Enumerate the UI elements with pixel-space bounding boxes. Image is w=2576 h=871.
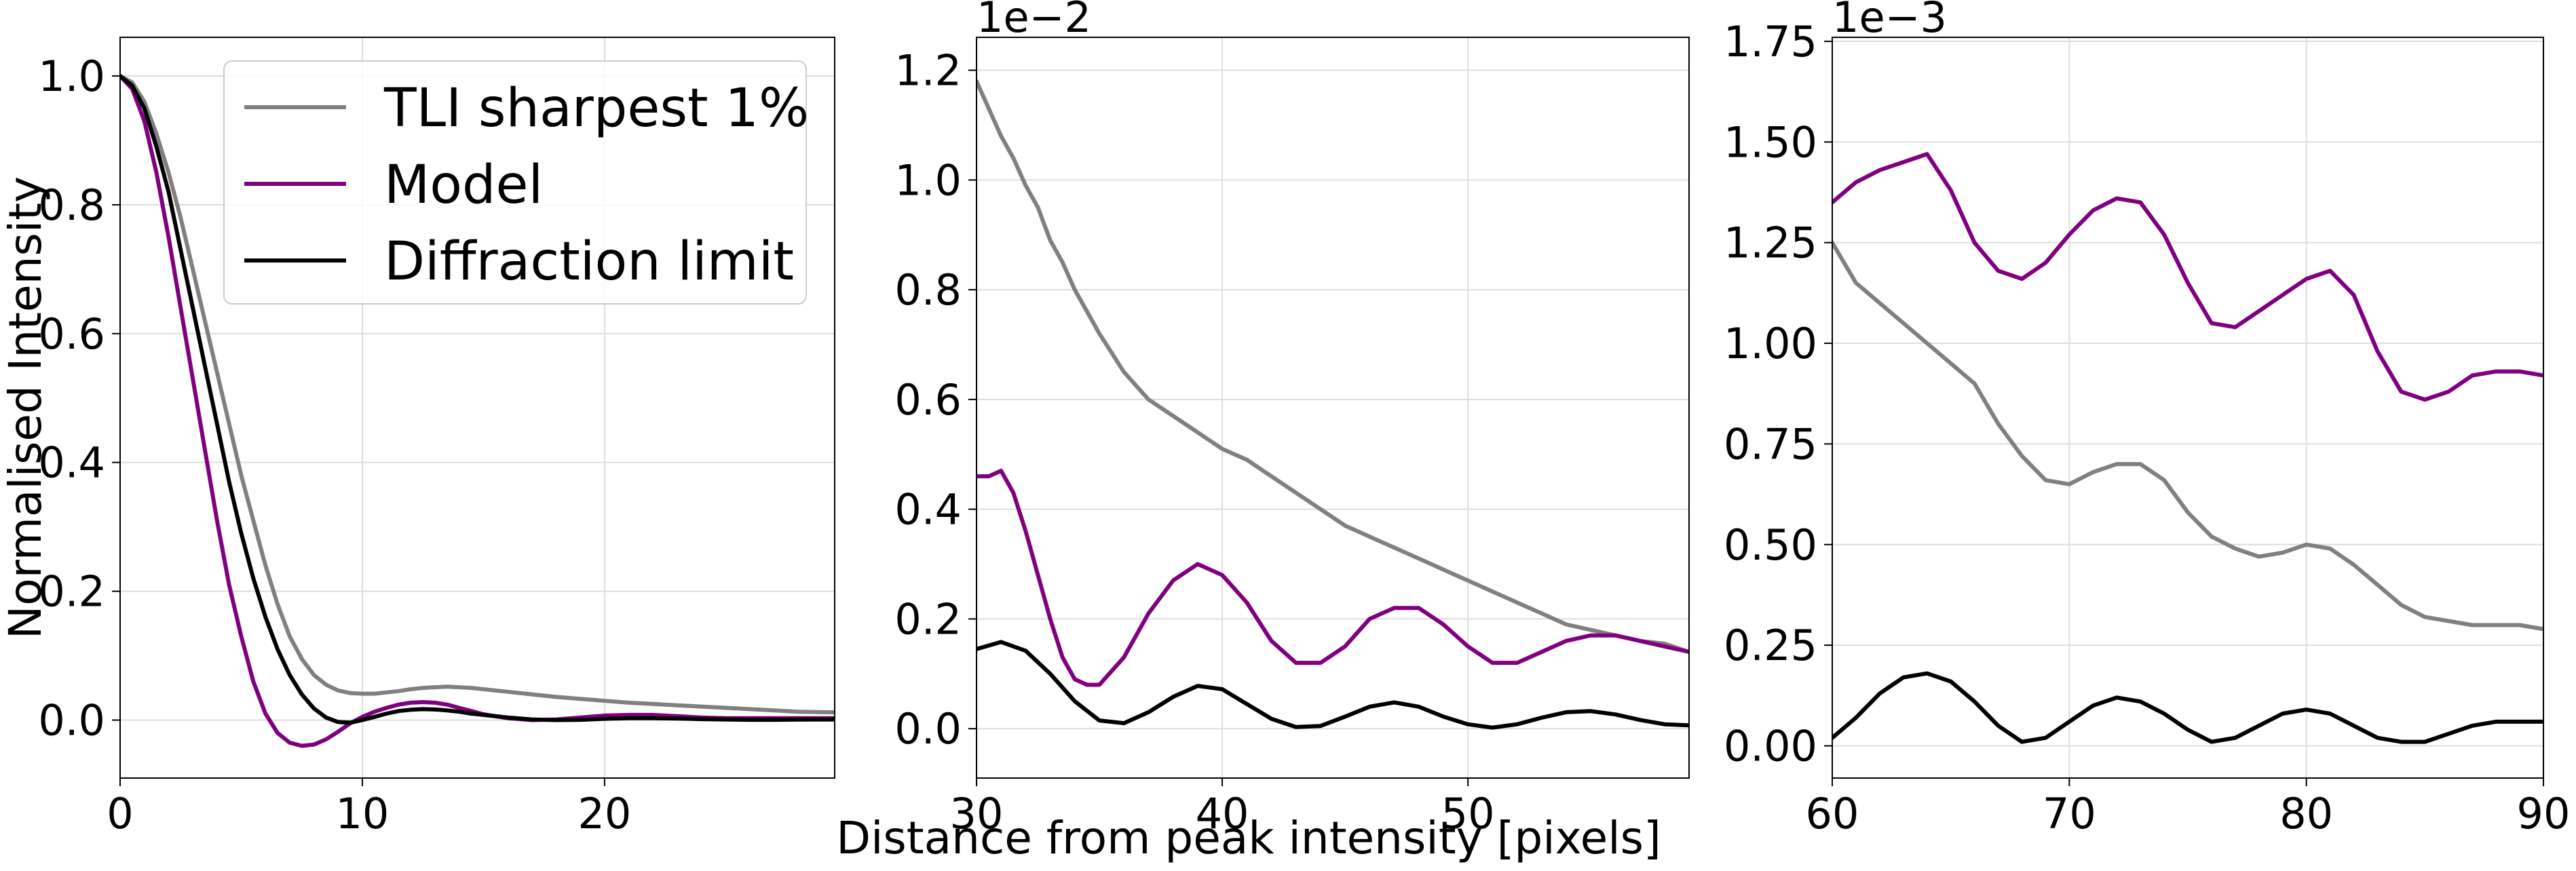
axis-offset-text: 1e−3 (1832, 0, 1947, 42)
series-line-model (977, 469, 1689, 687)
legend-entry-label: Model (384, 155, 543, 216)
y-tick-label: 1.25 (1724, 218, 1817, 268)
y-axis-label: Normalised Intensity (0, 176, 52, 639)
series-line-diffraction-limit (977, 640, 1689, 730)
x-tick-label: 50 (1441, 789, 1495, 838)
x-tick-label: 70 (2043, 789, 2096, 838)
legend-entry-label: Diffraction limit (384, 231, 794, 292)
y-tick-label: 0.75 (1724, 419, 1817, 469)
y-tick-label: 0.6 (38, 309, 105, 359)
x-tick-label: 60 (1806, 789, 1859, 838)
series-line-tli-sharpest-1 (120, 74, 835, 715)
x-tick-label: 90 (2517, 789, 2571, 838)
panel-overview: 0 10 20 0.0 0.2 0.4 0.6 0.8 1.0 Normalised Intens… (0, 37, 835, 838)
series-line-tli-sharpest-1 (1832, 240, 2543, 632)
y-tick-label: 0.8 (894, 265, 962, 315)
x-tick-label: 20 (577, 789, 631, 838)
axes-frame (976, 37, 1690, 779)
y-tick-label: 0.0 (894, 704, 962, 754)
y-tick-label: 0.2 (894, 594, 962, 644)
x-tick-label: 10 (335, 789, 389, 838)
y-tick-label: 0.2 (38, 567, 105, 617)
x-tick-label: 0 (107, 789, 133, 838)
x-tick-label: 40 (1196, 789, 1249, 838)
y-tick-label: 1.2 (894, 46, 962, 96)
legend-entry-label: TLI sharpest 1% (383, 78, 809, 139)
legend: TLI sharpest 1% Model Diffraction limit (223, 60, 809, 305)
y-tick-label: 0.25 (1724, 621, 1817, 670)
y-tick-label: 0.00 (1724, 722, 1817, 771)
panel-far-range: 60 70 80 90 0.00 0.25 0.50 0.75 1.00 1.25 1.50 1.75… (1724, 0, 2571, 838)
y-tick-label: 0.8 (38, 180, 105, 230)
x-axis-label: Distance from peak intensity [pixels] (836, 812, 1661, 864)
series-line-model (120, 74, 835, 748)
y-tick-label: 0.0 (38, 696, 105, 746)
x-tick-label: 30 (950, 789, 1004, 838)
y-tick-label: 0.4 (38, 438, 105, 488)
legend-box (223, 60, 807, 305)
series-line-model (1832, 152, 2543, 402)
y-tick-label: 0.6 (894, 375, 962, 425)
y-tick-label: 1.50 (1724, 117, 1817, 167)
axes-frame (1832, 37, 2544, 779)
y-tick-label: 1.0 (894, 155, 962, 205)
series-group (120, 74, 835, 748)
series-line-diffraction-limit (1832, 671, 2543, 744)
y-tick-label: 0.50 (1724, 520, 1817, 570)
y-tick-label: 0.4 (894, 485, 962, 535)
x-tick-label: 80 (2279, 789, 2333, 838)
axis-offset-text: 1e−2 (977, 0, 1091, 42)
series-group (977, 79, 1689, 730)
y-tick-label: 1.00 (1724, 319, 1817, 368)
panel-mid-range: 30 40 50 0.0 0.2 0.4 0.6 0.8 1.0 1.2 1e−2 (894, 0, 1690, 838)
series-line-tli-sharpest-1 (977, 79, 1689, 654)
series-line-diffraction-limit (120, 74, 835, 725)
axes-frame (119, 37, 835, 779)
series-group (1832, 152, 2543, 744)
y-tick-label: 1.75 (1724, 17, 1817, 66)
y-tick-label: 1.0 (38, 52, 105, 101)
